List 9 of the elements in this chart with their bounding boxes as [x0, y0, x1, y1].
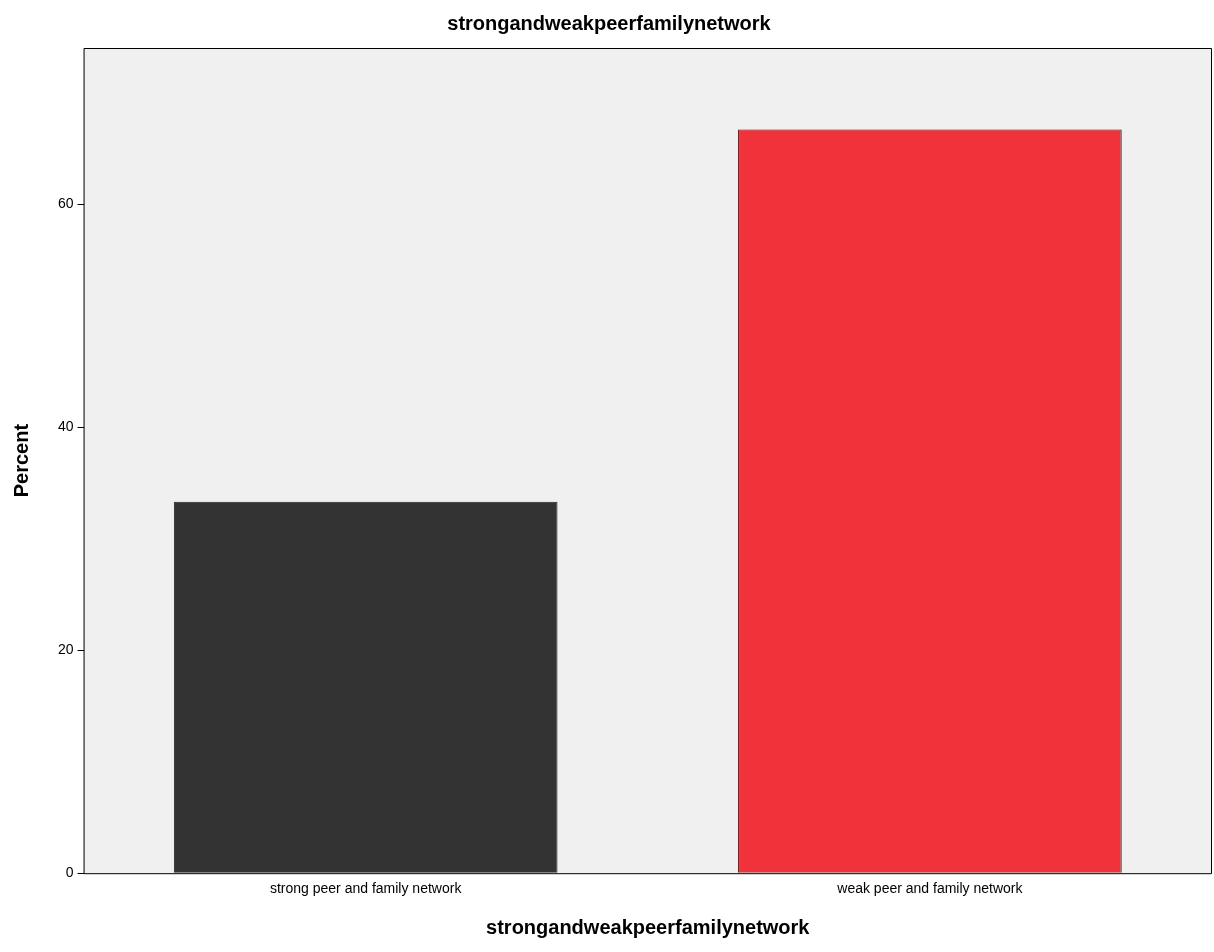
x-tick-label: weak peer and family network	[836, 880, 1024, 897]
y-tick-label: 60	[57, 194, 74, 211]
chart-title: strongandweakpeerfamilynetwork	[447, 11, 772, 34]
y-axis-title: Percent	[9, 423, 32, 498]
y-tick-label: 20	[57, 641, 74, 658]
x-tick-label: strong peer and family network	[269, 880, 463, 897]
y-tick-label: 40	[57, 418, 74, 435]
y-tick-label: 0	[65, 864, 74, 881]
x-axis-title: strongandweakpeerfamilynetwork	[486, 915, 811, 938]
